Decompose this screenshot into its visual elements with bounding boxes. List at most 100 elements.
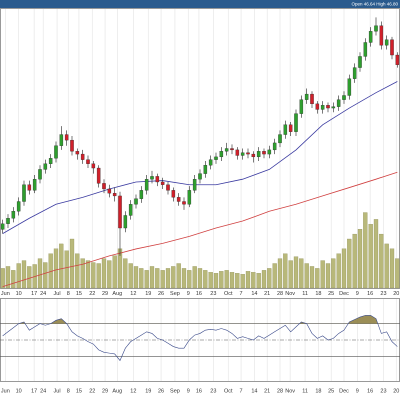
- x-tick-label: Nov: [285, 291, 295, 297]
- volume-bar: [101, 258, 107, 289]
- volume-bar: [37, 258, 43, 289]
- volume-bar: [245, 271, 251, 289]
- volume-bar: [256, 273, 261, 289]
- candle-body: [246, 152, 250, 155]
- candle-body: [123, 215, 128, 229]
- x-tick-label: Dec: [339, 388, 349, 394]
- candle-body: [294, 113, 298, 132]
- x-tick-label: Jul: [54, 388, 61, 394]
- candle-body: [374, 25, 378, 32]
- volume-bar: [27, 266, 32, 289]
- x-tick-label: 19: [145, 388, 151, 394]
- x-tick-label: 7: [240, 388, 243, 394]
- x-tick-label: Jun: [1, 388, 10, 394]
- candle-body: [144, 179, 149, 191]
- x-tick-label: 9: [356, 388, 359, 394]
- volume-bar: [85, 260, 91, 289]
- candle-body: [336, 99, 341, 107]
- x-tick-label: 23: [210, 388, 216, 394]
- x-tick-label: 12: [130, 388, 136, 394]
- candle-body: [368, 31, 373, 43]
- x-tick-label: 24: [40, 291, 46, 297]
- candle-body: [262, 151, 266, 155]
- x-tick-label: Jul: [54, 291, 61, 297]
- volume-bar: [197, 268, 203, 289]
- volume-bar: [293, 256, 299, 289]
- candle-body: [310, 93, 314, 105]
- x-tick-label: 17: [31, 291, 37, 297]
- x-tick-label: 10: [16, 388, 22, 394]
- volume-bar: [235, 273, 240, 289]
- volume-bar: [176, 263, 181, 289]
- volume-bar: [75, 253, 80, 289]
- x-tick-label: Sep: [170, 291, 180, 297]
- volume-bar: [229, 272, 235, 289]
- candle-body: [112, 192, 117, 197]
- volume-bar: [315, 268, 320, 289]
- volume-bar: [368, 224, 373, 289]
- volume-bar: [304, 263, 309, 289]
- volume-bar: [213, 273, 219, 289]
- candle-body: [64, 134, 69, 141]
- candle-body: [278, 134, 282, 144]
- volume-bar: [43, 262, 48, 289]
- candle-body: [86, 159, 90, 164]
- x-tick-label: 15: [76, 291, 82, 297]
- x-tick-label: 15: [76, 388, 82, 394]
- x-tick-label: 28: [277, 388, 283, 394]
- candle-body: [272, 142, 277, 151]
- volume-bar: [373, 219, 379, 289]
- candle-body: [187, 190, 192, 205]
- x-tick-label: 12: [130, 291, 136, 297]
- candle-body: [54, 145, 58, 159]
- candle-body: [224, 148, 229, 152]
- x-tick-label: Aug: [112, 291, 122, 297]
- volume-bar: [272, 263, 277, 289]
- x-tick-label: 26: [158, 388, 164, 394]
- x-tick-label: 24: [40, 388, 46, 394]
- candle-body: [139, 190, 144, 199]
- x-tick-label: 8: [67, 291, 70, 297]
- candle-body: [128, 204, 133, 216]
- candle-body: [358, 56, 362, 68]
- candle-body: [96, 167, 101, 184]
- volume-bar: [16, 263, 21, 289]
- x-tick-label: 14: [251, 388, 257, 394]
- candle-body: [283, 124, 288, 135]
- volume-bar: [283, 253, 288, 289]
- x-tick-label: Sep: [170, 388, 180, 394]
- x-tick-label: 23: [380, 388, 386, 394]
- x-tick-label: 21: [264, 388, 270, 394]
- volume-bar: [59, 243, 64, 289]
- volume-bar: [112, 255, 117, 289]
- x-tick-label: 23: [380, 291, 386, 297]
- header-bar: [0, 0, 400, 8]
- volume-bar: [11, 270, 16, 289]
- x-tick-label: 9: [187, 291, 190, 297]
- volume-bar: [261, 270, 267, 289]
- candle-body: [70, 139, 74, 152]
- x-tick-label: 18: [315, 388, 321, 394]
- candle-body: [182, 201, 186, 205]
- candle-body: [288, 124, 293, 132]
- x-tick-label: Oct: [224, 291, 233, 297]
- volume-bar: [149, 266, 155, 289]
- candle-body: [214, 156, 218, 160]
- x-tick-label: 16: [196, 291, 202, 297]
- candle-body: [304, 93, 309, 100]
- volume-bar: [379, 233, 384, 289]
- volume-bar: [107, 260, 112, 289]
- volume-bar: [165, 268, 171, 289]
- volume-bar: [240, 274, 245, 289]
- x-tick-label: 19: [145, 291, 151, 297]
- x-tick-label: 29: [102, 291, 108, 297]
- volume-bar: [325, 263, 331, 289]
- volume-bar: [69, 238, 75, 289]
- candle-body: [43, 163, 48, 170]
- candle-body: [208, 159, 213, 166]
- volume-bar: [224, 270, 229, 289]
- x-tick-label: 7: [240, 291, 243, 297]
- volume-bar: [288, 260, 293, 289]
- candle-body: [75, 151, 80, 155]
